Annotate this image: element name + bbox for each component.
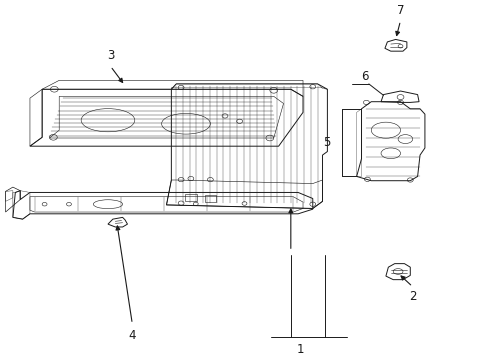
Text: 2: 2 — [408, 289, 416, 303]
Text: 6: 6 — [361, 70, 368, 83]
Text: 7: 7 — [396, 4, 404, 17]
Text: 3: 3 — [106, 49, 114, 62]
Text: 5: 5 — [322, 136, 329, 149]
Text: 4: 4 — [128, 329, 136, 342]
Text: 1: 1 — [296, 343, 304, 356]
